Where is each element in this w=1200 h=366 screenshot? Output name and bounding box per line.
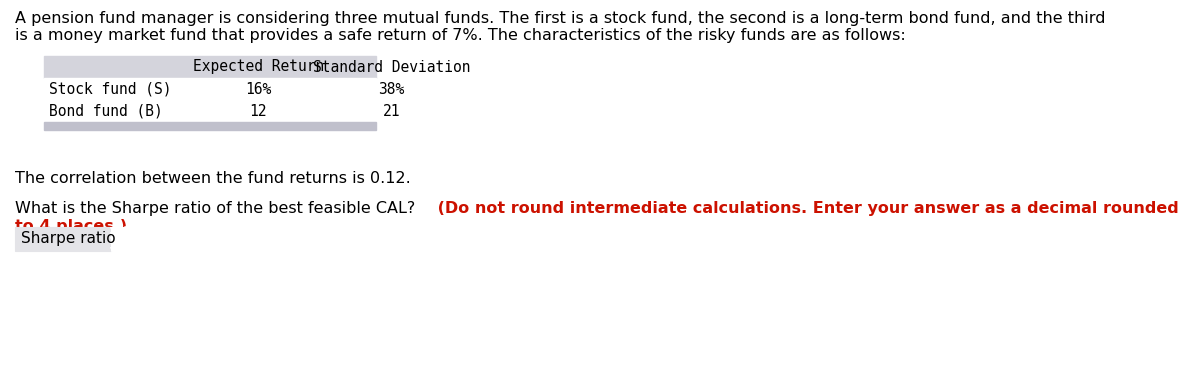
- Text: Expected Return: Expected Return: [193, 60, 324, 75]
- Text: 12: 12: [250, 104, 268, 119]
- Text: to 4 places.): to 4 places.): [14, 219, 127, 234]
- Text: Bond fund (B): Bond fund (B): [49, 104, 163, 119]
- Text: 38%: 38%: [378, 82, 404, 97]
- Bar: [44, 122, 376, 130]
- Text: is a money market fund that provides a safe return of 7%. The characteristics of: is a money market fund that provides a s…: [14, 28, 905, 43]
- Text: (Do not round intermediate calculations. Enter your answer as a decimal rounded: (Do not round intermediate calculations.…: [432, 201, 1178, 216]
- Bar: [14, 227, 112, 251]
- Text: 21: 21: [383, 104, 401, 119]
- Text: The correlation between the fund returns is 0.12.: The correlation between the fund returns…: [14, 171, 410, 186]
- Text: Standard Deviation: Standard Deviation: [313, 60, 470, 75]
- Text: What is the Sharpe ratio of the best feasible CAL?: What is the Sharpe ratio of the best fea…: [14, 201, 415, 216]
- Text: Stock fund (S): Stock fund (S): [49, 82, 172, 97]
- Bar: [44, 100, 376, 122]
- Text: A pension fund manager is considering three mutual funds. The first is a stock f: A pension fund manager is considering th…: [14, 11, 1105, 26]
- Text: Sharpe ratio: Sharpe ratio: [20, 232, 115, 246]
- Bar: [44, 56, 376, 78]
- Bar: [44, 78, 376, 100]
- Bar: [112, 227, 228, 251]
- Text: 16%: 16%: [245, 82, 271, 97]
